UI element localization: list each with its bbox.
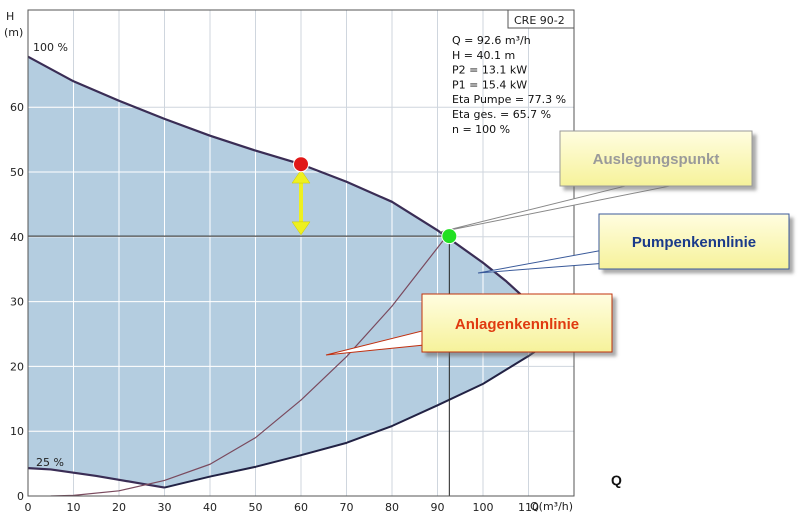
pump-curve-25 xyxy=(28,467,165,489)
y-tick-label: 20 xyxy=(10,360,24,373)
y-tick-label: 50 xyxy=(10,166,24,179)
x-tick-label: 100 xyxy=(473,501,494,514)
model-label: CRE 90-2 xyxy=(514,14,565,27)
data-point xyxy=(293,156,309,173)
curve-label-100: 100 % xyxy=(33,41,68,54)
pump-curve-min xyxy=(164,342,548,489)
callout-pumpenkennlinie-text: Pumpenkennlinie xyxy=(632,234,756,251)
q-label: Q xyxy=(611,472,622,488)
callout-auslegungspunkt xyxy=(559,130,753,187)
x-tick-label: 110 xyxy=(518,501,539,514)
duty-info-line: Eta Pumpe = 77.3 % xyxy=(452,93,566,106)
y-tick-label: 0 xyxy=(17,490,24,503)
callout-anlagenkennlinie xyxy=(421,293,613,353)
y-tick-label: 40 xyxy=(10,231,24,244)
duty-info-line: Q = 92.6 m³/h xyxy=(452,34,531,47)
curve-label-25: 25 % xyxy=(36,456,64,469)
plot-frame xyxy=(27,9,575,497)
arrow-head-up xyxy=(291,169,311,184)
x-tick-label: 90 xyxy=(431,501,445,514)
x-tick-label: 70 xyxy=(340,501,354,514)
y-axis-ticks: 0 10 20 30 40 50 60 xyxy=(10,101,24,503)
callout-anlagenkennlinie-text: Anlagenkennlinie xyxy=(455,316,579,333)
x-tick-label: 20 xyxy=(112,501,126,514)
model-label-box xyxy=(507,9,575,29)
data-point xyxy=(441,228,458,245)
duty-info-line: H = 40.1 m xyxy=(452,49,515,62)
x-tick-label: 10 xyxy=(67,501,81,514)
x-tick-label: 60 xyxy=(294,501,308,514)
duty-info-line: Eta ges. = 65.7 % xyxy=(452,108,551,121)
x-tick-label: 0 xyxy=(25,501,32,514)
duty-info-line: P1 = 15.4 kW xyxy=(452,78,527,91)
y-tick-label: 60 xyxy=(10,101,24,114)
points xyxy=(293,156,458,245)
callout-auslegungspunkt-text: Auslegungspunkt xyxy=(593,151,720,168)
duty-info-line: n = 100 % xyxy=(452,123,510,136)
y-axis-label: H xyxy=(6,10,14,23)
system-curve xyxy=(50,235,448,496)
x-axis-label: Q(m³/h) xyxy=(530,500,573,513)
duty-info-line: P2 = 13.1 kW xyxy=(452,64,527,77)
y-tick-label: 30 xyxy=(10,296,24,309)
operating-range-fill xyxy=(28,56,547,488)
x-tick-label: 30 xyxy=(158,501,172,514)
x-tick-label: 40 xyxy=(203,501,217,514)
y-axis-unit: (m) xyxy=(4,26,23,39)
x-tick-label: 80 xyxy=(385,501,399,514)
duty-point-lines xyxy=(28,235,450,496)
head-difference-arrow xyxy=(291,169,311,236)
y-tick-label: 10 xyxy=(10,425,24,438)
callout-pumpenkennlinie xyxy=(598,213,790,270)
x-axis-ticks: 0 10 20 30 40 50 60 70 80 90 100 110 xyxy=(25,501,540,514)
x-tick-label: 50 xyxy=(249,501,263,514)
arrow-head-down xyxy=(291,221,311,236)
